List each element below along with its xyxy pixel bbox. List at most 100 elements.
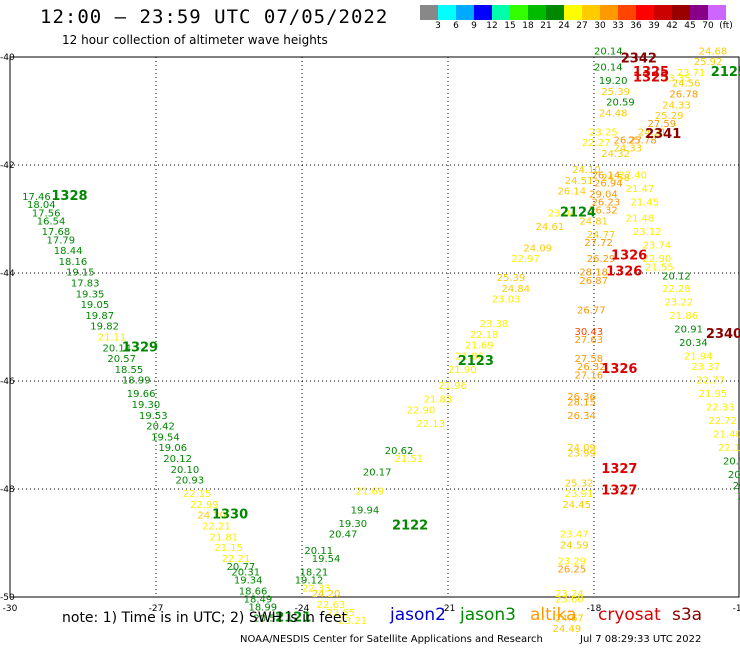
swh-value: 22.63 — [317, 600, 346, 611]
swh-value: 20.77 — [227, 562, 256, 573]
swh-value: 22.97 — [511, 254, 540, 265]
swh-value: 19.15 — [66, 268, 95, 279]
color-swatch — [546, 5, 564, 20]
swh-value: 23.99 — [567, 449, 596, 460]
y-tick-label: -42 — [0, 161, 15, 171]
pass-time-label: 1325 — [633, 65, 669, 80]
swh-value: 22.33 — [302, 584, 331, 595]
swh-value: 19.35 — [76, 289, 105, 300]
swh-value: 22.33 — [706, 403, 735, 414]
color-swatch — [564, 5, 582, 20]
color-scale-label: 39 — [648, 21, 660, 31]
color-scale-label: 12 — [486, 21, 498, 31]
swh-value: 20.77 — [723, 457, 740, 468]
color-scale-label: 45 — [684, 21, 696, 31]
pass-time-label: 1325 — [633, 70, 669, 85]
swh-value: 24.59 — [560, 540, 589, 551]
color-scale-label: 27 — [576, 21, 588, 31]
swh-value: 20.83 — [733, 481, 740, 492]
swh-value: 26.14 — [592, 171, 621, 182]
swh-value: 21.15 — [214, 543, 243, 554]
pass-time-label: 1329 — [122, 340, 158, 355]
swh-value: 22.21 — [202, 522, 231, 533]
swh-value: 26.25 — [558, 565, 587, 576]
swh-value: 21.69 — [356, 486, 385, 497]
swh-value: 27.58 — [575, 354, 604, 365]
pass-time-label: 1326 — [606, 265, 642, 280]
color-swatch — [492, 5, 510, 20]
pass-time-label: 2340 — [706, 327, 740, 342]
swh-value: 20.12 — [662, 271, 691, 282]
color-swatch — [690, 5, 708, 20]
swh-value: 21.45 — [631, 198, 660, 209]
swh-value: 19.87 — [85, 311, 114, 322]
x-tick-label: -30 — [3, 604, 18, 614]
swh-value: 24.21 — [638, 127, 667, 138]
color-swatch — [528, 5, 546, 20]
pass-time-label: 1328 — [51, 189, 87, 204]
footer-timestamp: Jul 7 08:29:33 UTC 2022 — [580, 634, 702, 645]
swh-value: 20.47 — [329, 530, 358, 541]
swh-value: 22.65 — [326, 608, 355, 619]
swh-value: 20.12 — [163, 454, 192, 465]
color-scale-label: 6 — [453, 21, 459, 31]
color-swatch — [438, 5, 456, 20]
swh-value: 20.10 — [171, 465, 200, 476]
swh-value: 18.66 — [239, 586, 268, 597]
x-tick-label: -21 — [441, 604, 456, 614]
swh-value: 26.14 — [558, 187, 587, 198]
swh-value: 22.13 — [718, 443, 740, 454]
swh-value: 19.30 — [339, 519, 368, 530]
swh-value: 24.45 — [562, 500, 591, 511]
swh-value: 20.17 — [363, 468, 392, 479]
swh-value: 17.79 — [47, 235, 76, 246]
color-scale-label: 21 — [540, 21, 552, 31]
swh-value: 20.91 — [674, 324, 703, 335]
swh-value: 23.21 — [339, 616, 368, 627]
swh-value: 26.34 — [567, 411, 596, 422]
swh-value: 29.04 — [589, 189, 618, 200]
swh-value: 22.13 — [416, 419, 445, 430]
swh-value: 28.15 — [567, 397, 596, 408]
legend-cryosat: cryosat — [598, 605, 661, 625]
legend-jason3: jason3 — [460, 605, 516, 625]
swh-value: 20.11 — [738, 492, 740, 503]
swh-value: 27.59 — [648, 119, 677, 130]
swh-value: 24.51 — [565, 176, 594, 187]
swh-value: 23.35 — [662, 73, 691, 84]
swh-value: 20.62 — [385, 446, 414, 457]
swh-value: 23.03 — [492, 295, 521, 306]
swh-value: 28.18 — [579, 268, 608, 279]
swh-value: 23.71 — [677, 68, 706, 79]
color-scale-label: 3 — [435, 21, 441, 31]
color-swatch — [510, 5, 528, 20]
swh-value: 30.43 — [575, 327, 604, 338]
swh-value: 24.81 — [579, 216, 608, 227]
legend-altika: altika — [530, 605, 577, 625]
swh-value: 19.54 — [151, 432, 180, 443]
pass-time-label: 1326 — [601, 362, 637, 377]
swh-value: 23.29 — [558, 557, 587, 568]
swh-value: 19.53 — [139, 411, 168, 422]
pass-time-label: 1330 — [212, 508, 248, 523]
swh-value: 24.33 — [662, 100, 691, 111]
swh-value: 22.27 — [582, 138, 611, 149]
pass-time-label: 2121 — [275, 610, 311, 625]
color-scale-bar — [420, 5, 740, 20]
swh-value: 26.23 — [592, 198, 621, 209]
swh-value: 23.37 — [691, 362, 720, 373]
swh-value: 23.25 — [589, 127, 618, 138]
swh-value: 18.55 — [115, 365, 144, 376]
swh-value: 18.21 — [300, 567, 329, 578]
swh-value: 26.94 — [594, 179, 623, 190]
color-swatch — [618, 5, 636, 20]
swh-value: 19.66 — [127, 389, 156, 400]
chart-title: 12:00 – 23:59 UTC 07/05/2022 — [40, 6, 389, 28]
swh-value: 20.59 — [606, 98, 635, 109]
swh-value: 21.86 — [455, 351, 484, 362]
swh-value: 19.82 — [90, 322, 119, 333]
pass-time-label: 1327 — [601, 483, 637, 498]
swh-value: 21.94 — [684, 351, 713, 362]
swh-value: 24.20 — [197, 511, 226, 522]
pass-time-label: 2123 — [458, 354, 494, 369]
